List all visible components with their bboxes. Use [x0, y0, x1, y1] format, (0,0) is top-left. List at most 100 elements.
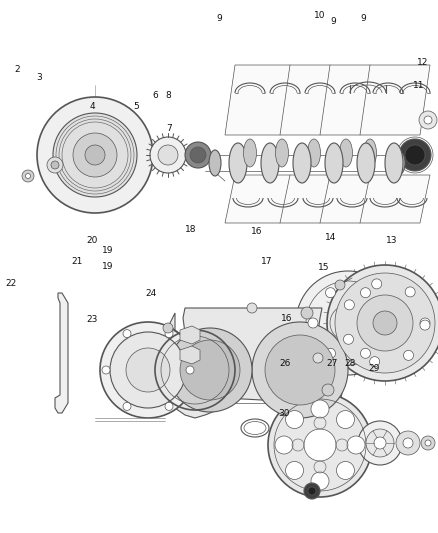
Circle shape [265, 335, 335, 405]
Text: 20: 20 [86, 237, 98, 245]
Polygon shape [225, 175, 430, 223]
Circle shape [373, 311, 397, 335]
Ellipse shape [357, 143, 375, 183]
Text: 18: 18 [185, 225, 196, 233]
Ellipse shape [293, 143, 311, 183]
Text: 23: 23 [86, 316, 98, 324]
Circle shape [304, 429, 336, 461]
Circle shape [420, 318, 430, 328]
Circle shape [360, 348, 371, 358]
Text: 27: 27 [326, 359, 338, 368]
Circle shape [405, 145, 425, 165]
Text: 16: 16 [281, 314, 293, 323]
Circle shape [304, 483, 320, 499]
Text: 16: 16 [251, 228, 262, 236]
Circle shape [123, 329, 131, 337]
Circle shape [325, 348, 336, 358]
Circle shape [100, 322, 196, 418]
Circle shape [360, 288, 371, 298]
Text: 11: 11 [413, 81, 424, 90]
Text: 30: 30 [278, 409, 290, 418]
Circle shape [275, 436, 293, 454]
Circle shape [252, 322, 348, 418]
Polygon shape [225, 65, 430, 135]
Circle shape [336, 462, 354, 480]
Ellipse shape [307, 139, 321, 167]
Circle shape [370, 357, 380, 367]
Circle shape [73, 133, 117, 177]
Text: 29: 29 [369, 365, 380, 373]
Circle shape [47, 157, 63, 173]
Text: 19: 19 [102, 262, 113, 271]
Text: 6: 6 [152, 92, 159, 100]
Polygon shape [55, 293, 68, 413]
Circle shape [165, 329, 173, 337]
Circle shape [53, 113, 137, 197]
Circle shape [110, 332, 186, 408]
Text: 9: 9 [216, 14, 222, 23]
Text: 22: 22 [5, 279, 17, 288]
Circle shape [308, 487, 316, 495]
Text: 10: 10 [314, 12, 325, 20]
Circle shape [186, 366, 194, 374]
Ellipse shape [276, 139, 289, 167]
Polygon shape [170, 308, 342, 418]
Circle shape [308, 318, 318, 328]
Text: 5: 5 [133, 102, 139, 111]
Ellipse shape [261, 143, 279, 183]
Circle shape [296, 271, 400, 375]
Text: 26: 26 [279, 359, 290, 368]
Circle shape [301, 307, 313, 319]
Circle shape [358, 421, 402, 465]
Circle shape [405, 287, 415, 297]
Circle shape [335, 280, 345, 290]
Polygon shape [180, 346, 200, 364]
Ellipse shape [385, 143, 403, 183]
Text: 12: 12 [417, 59, 428, 67]
Circle shape [399, 139, 431, 171]
Circle shape [425, 440, 431, 446]
Circle shape [420, 320, 430, 330]
Circle shape [403, 438, 413, 448]
Circle shape [322, 384, 334, 396]
Text: 19: 19 [102, 246, 113, 255]
Circle shape [150, 137, 186, 173]
Circle shape [286, 410, 304, 429]
Text: 24: 24 [145, 289, 157, 297]
Circle shape [85, 145, 105, 165]
Text: 4: 4 [89, 102, 95, 111]
Circle shape [347, 436, 365, 454]
Circle shape [374, 437, 386, 449]
Text: 9: 9 [330, 17, 336, 26]
Circle shape [158, 145, 178, 165]
Circle shape [396, 431, 420, 455]
Circle shape [25, 174, 31, 179]
Polygon shape [180, 326, 200, 344]
Ellipse shape [325, 143, 343, 183]
Ellipse shape [244, 139, 257, 167]
Circle shape [123, 402, 131, 410]
Circle shape [22, 170, 34, 182]
Circle shape [311, 472, 329, 490]
Circle shape [327, 265, 438, 381]
Ellipse shape [364, 139, 377, 167]
Circle shape [190, 147, 206, 163]
Text: 7: 7 [166, 125, 172, 133]
Text: 17: 17 [261, 257, 273, 265]
Circle shape [378, 318, 388, 328]
Circle shape [403, 350, 413, 360]
Ellipse shape [339, 139, 353, 167]
Circle shape [168, 328, 252, 412]
Circle shape [185, 142, 211, 168]
Circle shape [163, 323, 173, 333]
Circle shape [37, 97, 153, 213]
Text: 14: 14 [325, 233, 336, 242]
Ellipse shape [229, 143, 247, 183]
Ellipse shape [395, 152, 405, 174]
Circle shape [126, 348, 170, 392]
Circle shape [102, 366, 110, 374]
Circle shape [343, 334, 353, 344]
Text: 28: 28 [345, 359, 356, 368]
Circle shape [344, 300, 354, 310]
Circle shape [330, 305, 366, 341]
